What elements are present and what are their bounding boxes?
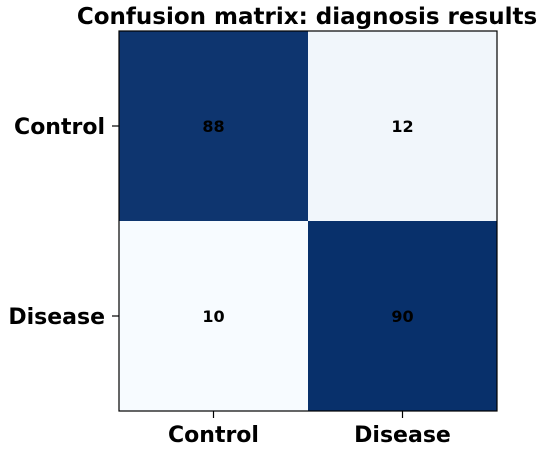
heatmap-cell	[119, 221, 308, 411]
heatmap-cells	[119, 31, 497, 411]
y-tick-label: Disease	[8, 305, 105, 330]
x-tick-label: Control	[168, 423, 259, 448]
cell-value-label: 12	[391, 117, 413, 136]
chart-title: Confusion matrix: diagnosis results	[77, 4, 537, 30]
cell-value-labels: 88 12 10 90	[202, 117, 413, 326]
plot-frame	[118, 30, 498, 412]
x-axis-ticks: Control Disease	[168, 411, 451, 448]
y-axis-ticks: Control Disease	[8, 115, 119, 330]
heatmap-cell	[308, 31, 497, 221]
heatmap-cell	[308, 221, 497, 411]
cell-value-label: 88	[202, 117, 224, 136]
x-tick-label: Disease	[354, 423, 451, 448]
heatmap-cell	[119, 31, 308, 221]
y-tick-label: Control	[14, 115, 105, 140]
cell-value-label: 10	[202, 307, 224, 326]
cell-value-label: 90	[391, 307, 413, 326]
